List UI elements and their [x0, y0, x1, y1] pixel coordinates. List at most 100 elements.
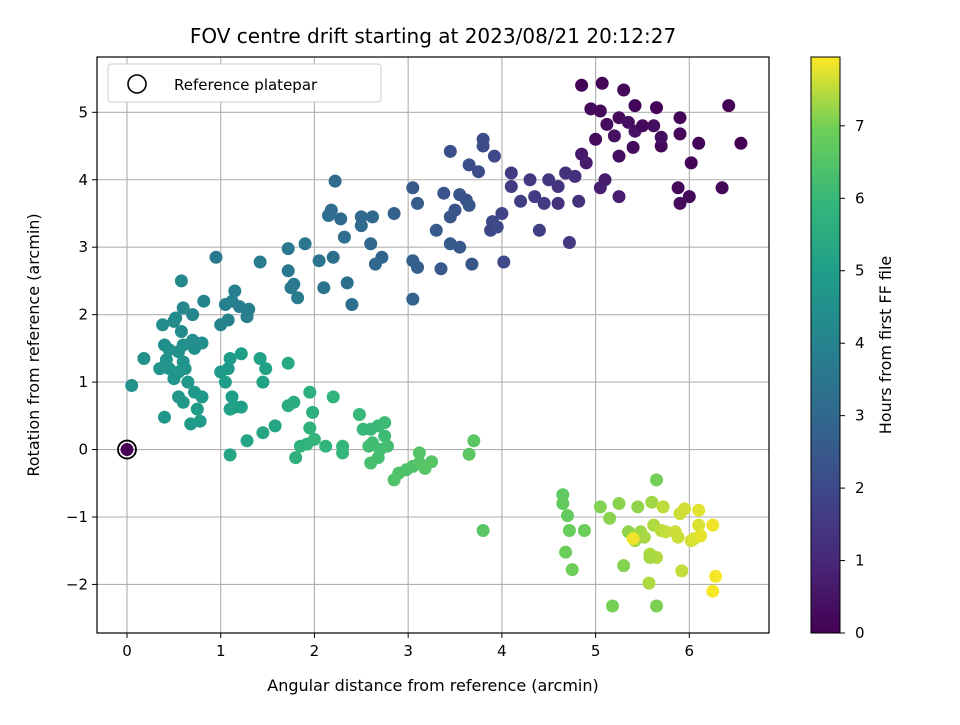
- scatter-point: [137, 352, 151, 365]
- scatter-point: [240, 434, 254, 448]
- scatter-point: [595, 76, 609, 90]
- scatter-point: [523, 173, 537, 187]
- scatter-point: [673, 127, 687, 141]
- scatter-point: [193, 414, 207, 428]
- colorbar-tick-label: 3: [855, 407, 865, 425]
- scatter-point: [381, 439, 394, 453]
- x-tick-label: 2: [310, 642, 320, 660]
- x-tick-label: 0: [122, 642, 132, 660]
- scatter-point: [411, 196, 424, 210]
- scatter-point: [559, 545, 573, 559]
- scatter-point: [650, 101, 663, 115]
- legend-label: Reference platepar: [174, 76, 318, 94]
- scatter-point: [240, 310, 254, 324]
- x-axis-label: Angular distance from reference (arcmin): [267, 676, 598, 695]
- scatter-point: [221, 362, 235, 376]
- scatter-point: [190, 402, 204, 416]
- scatter-point: [326, 390, 340, 404]
- scatter-point: [650, 599, 663, 613]
- scatter-point: [268, 419, 282, 433]
- colorbar-gradient: [810, 56, 841, 634]
- scatter-point: [671, 530, 685, 544]
- scatter-point: [176, 395, 190, 409]
- colorbar-tick-label: 6: [855, 189, 865, 207]
- scatter-point: [593, 181, 607, 195]
- legend-box: [107, 63, 382, 103]
- x-tick-label: 6: [685, 642, 695, 660]
- scatter-point: [692, 503, 706, 517]
- scatter-point: [281, 356, 295, 370]
- scatter-point: [281, 242, 295, 256]
- scatter-point: [692, 518, 706, 532]
- reference-point-marker: [117, 439, 137, 460]
- scatter-point: [326, 250, 340, 264]
- scatter-point: [612, 497, 626, 510]
- scatter-point: [253, 255, 267, 269]
- scatter-point: [556, 497, 570, 510]
- scatter-point: [734, 136, 748, 150]
- scatter-point: [673, 196, 687, 210]
- scatter-point: [425, 455, 439, 469]
- scatter-point: [298, 237, 312, 251]
- scatter-point: [120, 443, 134, 457]
- scatter-point: [281, 399, 295, 413]
- colorbar-tick-label: 0: [855, 624, 865, 642]
- scatter-point: [378, 416, 392, 430]
- scatter-point: [364, 237, 378, 251]
- colorbar-tick-label: 1: [855, 552, 865, 570]
- scatter-point: [162, 343, 176, 357]
- scatter-point: [636, 119, 649, 133]
- scatter-point: [362, 439, 376, 453]
- scatter-point: [291, 291, 305, 305]
- scatter-point: [174, 274, 188, 288]
- scatter-point: [562, 524, 576, 537]
- scatter-point: [692, 136, 706, 150]
- scatter-point: [153, 362, 167, 376]
- scatter-point: [673, 111, 687, 125]
- scatter-point: [387, 473, 401, 487]
- y-tick-label: 0: [78, 441, 88, 459]
- data-points: [120, 76, 748, 613]
- scatter-point: [606, 599, 619, 613]
- scatter-point: [434, 262, 448, 276]
- scatter-point: [281, 264, 295, 278]
- scatter-point: [495, 207, 509, 220]
- y-tick-label: −2: [66, 575, 88, 593]
- x-tick-label: 3: [403, 642, 413, 660]
- scatter-point: [307, 432, 321, 446]
- scatter-point: [593, 500, 607, 514]
- scatter-point: [234, 347, 248, 361]
- scatter-point: [256, 426, 270, 440]
- scatter-point: [654, 130, 668, 144]
- scatter-point: [467, 434, 481, 448]
- scatter-point: [562, 236, 576, 249]
- scatter-point: [504, 166, 518, 180]
- scatter-point: [462, 158, 476, 172]
- scatter-point: [406, 254, 420, 268]
- scatter-point: [336, 446, 350, 460]
- colorbar-tick-label: 5: [855, 262, 865, 280]
- legend: Reference platepar: [107, 63, 382, 103]
- scatter-point: [706, 518, 720, 532]
- scatter-point: [378, 429, 392, 443]
- scatter-point: [195, 390, 209, 404]
- x-tick-label: 5: [591, 642, 601, 660]
- scatter-point: [412, 446, 426, 460]
- plot-frame: [96, 56, 770, 634]
- scatter-point: [612, 149, 626, 163]
- scatter-point: [234, 400, 248, 414]
- scatter-point: [575, 78, 589, 92]
- y-axis-ticks: −2 −1 0 1 2 3 4 5: [66, 103, 97, 593]
- scatter-point: [181, 375, 195, 389]
- scatter-point: [306, 405, 320, 419]
- scatter-point: [561, 509, 574, 523]
- scatter-point: [631, 500, 645, 514]
- scatter-point: [504, 180, 518, 193]
- scatter-point: [172, 365, 185, 379]
- scatter-point: [174, 325, 188, 338]
- y-axis-label: Rotation from reference (arcmin): [24, 213, 43, 476]
- scatter-point: [223, 352, 237, 365]
- scatter-point: [340, 276, 354, 290]
- scatter-point: [551, 180, 565, 193]
